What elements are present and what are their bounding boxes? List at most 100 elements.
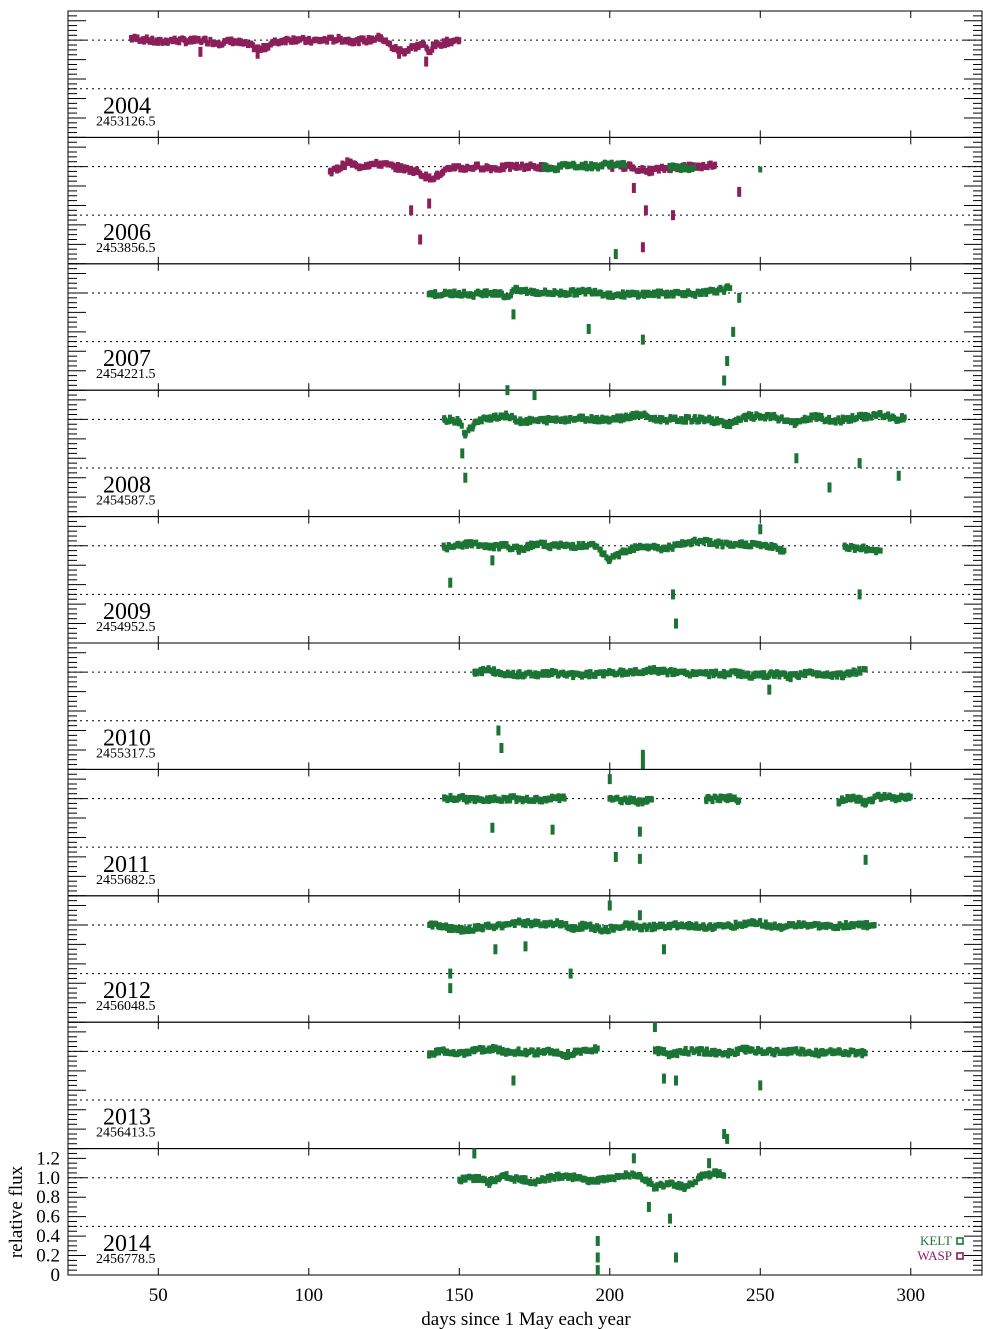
data-point bbox=[824, 923, 829, 930]
data-point bbox=[667, 416, 672, 423]
data-point bbox=[540, 669, 545, 676]
data-point bbox=[517, 795, 522, 802]
data-point bbox=[713, 161, 718, 168]
data-point bbox=[135, 34, 140, 41]
data-point bbox=[676, 1181, 681, 1188]
data-point bbox=[409, 165, 414, 172]
data-point bbox=[801, 1047, 806, 1054]
data-point bbox=[427, 1050, 432, 1057]
data-point bbox=[719, 922, 724, 929]
data-point bbox=[413, 45, 418, 52]
data-point bbox=[758, 524, 763, 535]
data-point bbox=[698, 163, 703, 170]
data-point bbox=[448, 983, 453, 994]
data-point bbox=[762, 670, 767, 677]
data-point bbox=[625, 920, 630, 927]
data-point bbox=[468, 1174, 473, 1181]
data-point bbox=[713, 794, 718, 801]
data-point bbox=[693, 290, 698, 297]
data-point bbox=[859, 411, 864, 418]
data-point bbox=[728, 285, 733, 292]
data-point bbox=[699, 1171, 704, 1178]
data-point bbox=[893, 416, 898, 423]
data-point bbox=[758, 414, 763, 421]
data-point bbox=[445, 290, 450, 297]
data-point bbox=[760, 1050, 765, 1057]
data-point bbox=[457, 1176, 462, 1183]
data-point bbox=[618, 924, 623, 931]
data-point bbox=[580, 920, 585, 927]
data-point bbox=[833, 419, 838, 426]
data-point bbox=[613, 851, 618, 862]
data-point bbox=[652, 1022, 657, 1033]
data-point bbox=[647, 922, 652, 929]
data-point bbox=[584, 669, 589, 676]
data-point bbox=[640, 926, 645, 933]
data-point bbox=[599, 928, 604, 935]
data-point bbox=[664, 164, 669, 171]
data-point bbox=[354, 163, 359, 170]
panel-frame bbox=[67, 263, 983, 391]
data-point bbox=[490, 555, 495, 566]
data-point bbox=[694, 921, 699, 928]
data-point bbox=[403, 48, 408, 55]
data-point bbox=[713, 922, 718, 929]
data-point bbox=[769, 669, 774, 676]
data-point bbox=[628, 548, 633, 555]
data-point bbox=[569, 544, 574, 551]
data-point bbox=[568, 968, 573, 979]
data-point bbox=[856, 794, 861, 801]
data-point bbox=[463, 430, 468, 437]
data-point bbox=[661, 290, 666, 297]
data-point bbox=[581, 1046, 586, 1053]
data-point bbox=[812, 413, 817, 420]
data-point bbox=[726, 283, 731, 290]
data-point bbox=[622, 547, 627, 554]
data-point bbox=[650, 925, 655, 932]
data-point bbox=[651, 165, 656, 172]
data-point bbox=[487, 544, 492, 551]
data-point bbox=[203, 36, 208, 43]
data-point bbox=[730, 924, 735, 931]
data-point bbox=[601, 415, 606, 422]
data-point bbox=[698, 924, 703, 931]
data-point bbox=[654, 164, 659, 171]
data-point bbox=[607, 1174, 612, 1181]
x-tick-label: 300 bbox=[897, 1285, 926, 1306]
data-point bbox=[673, 618, 678, 629]
data-point bbox=[610, 165, 615, 172]
data-point bbox=[442, 1048, 447, 1055]
data-point bbox=[397, 48, 402, 59]
data-point bbox=[475, 163, 480, 170]
data-point bbox=[632, 165, 637, 172]
data-point bbox=[607, 557, 612, 564]
data-point bbox=[670, 589, 675, 600]
data-point bbox=[402, 164, 407, 171]
data-point bbox=[571, 672, 576, 679]
data-point bbox=[863, 1050, 868, 1057]
data-point bbox=[258, 46, 263, 53]
data-point bbox=[189, 38, 194, 45]
data-point bbox=[571, 926, 576, 933]
panel-frame bbox=[67, 1148, 983, 1276]
data-point bbox=[508, 672, 513, 679]
data-point bbox=[511, 669, 516, 676]
data-point bbox=[532, 920, 537, 927]
x-tick-labels: 50 100 150 200 250 300 bbox=[149, 1285, 925, 1306]
data-point bbox=[562, 289, 567, 296]
data-point bbox=[261, 42, 266, 49]
data-point bbox=[788, 921, 793, 928]
data-point bbox=[624, 548, 629, 555]
data-point bbox=[602, 550, 607, 557]
data-point bbox=[676, 418, 681, 425]
data-point bbox=[522, 546, 527, 553]
data-point bbox=[869, 414, 874, 421]
data-point bbox=[532, 1049, 537, 1056]
data-point bbox=[446, 418, 451, 425]
year-label: 2012 bbox=[103, 978, 151, 1004]
data-point bbox=[479, 1048, 484, 1055]
data-point bbox=[692, 922, 697, 929]
data-point bbox=[559, 793, 564, 800]
data-point bbox=[670, 210, 675, 221]
data-point bbox=[686, 924, 691, 931]
